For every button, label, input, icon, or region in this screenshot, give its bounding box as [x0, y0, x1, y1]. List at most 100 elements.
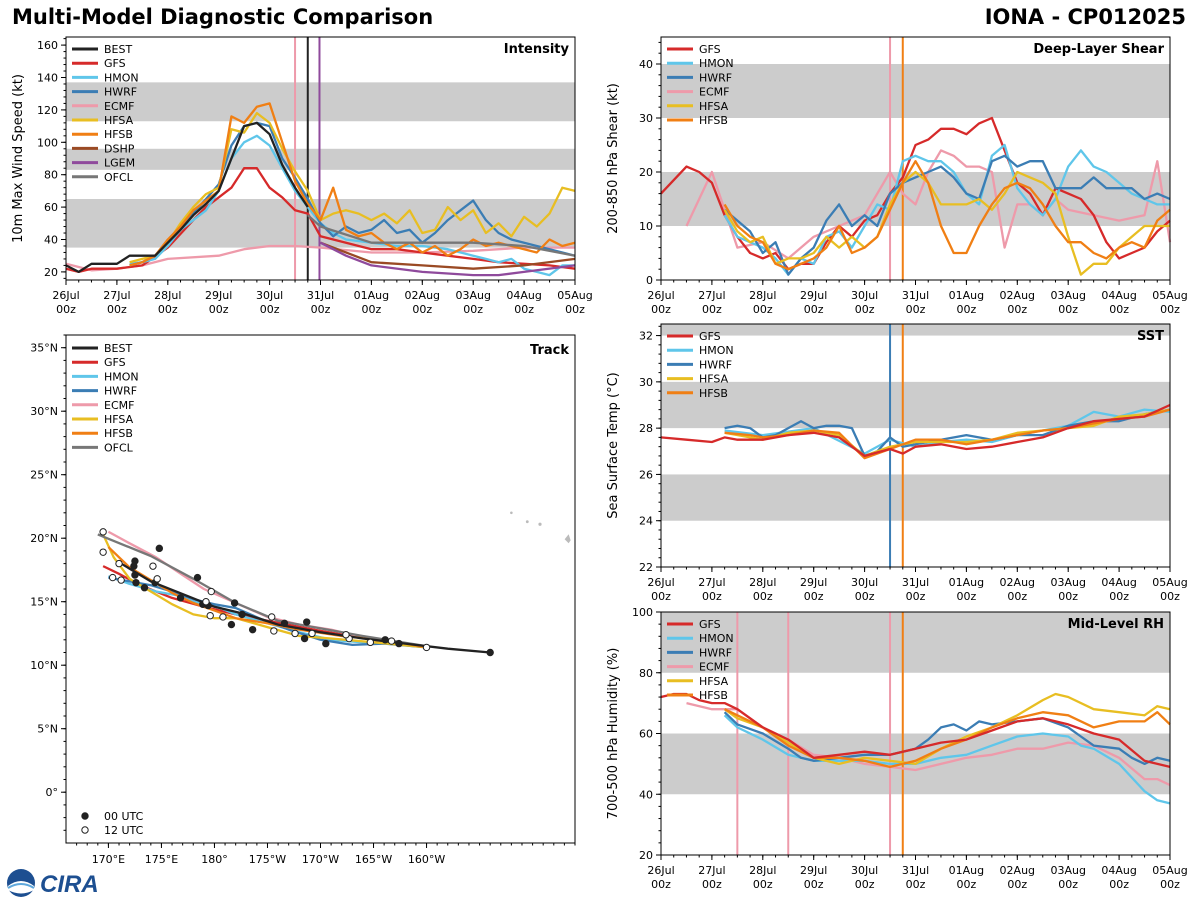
legend-label: HWRF — [699, 358, 732, 371]
track-dot-12utc — [270, 627, 278, 635]
legend-label: OFCL — [104, 441, 134, 454]
track-dot-00utc — [280, 619, 289, 627]
legend-label: HFSA — [699, 675, 729, 688]
x-tick-label: 29Jul — [800, 289, 827, 302]
legend-label: HFSB — [104, 128, 133, 141]
y-tick-label: 20 — [639, 166, 653, 179]
track-hfsb — [107, 546, 427, 649]
x-tick-label: 03Aug — [1050, 576, 1085, 589]
x-tick-label: 00z — [855, 303, 875, 316]
y-tick-label: 40 — [639, 58, 653, 71]
x-tick-label: 00z — [753, 878, 773, 891]
series-hfsa — [724, 408, 1171, 458]
y-tick-label: 40 — [44, 234, 58, 247]
shaded-band — [661, 474, 1170, 521]
x-tick-label: 175°W — [249, 853, 286, 866]
x-tick-label: 28Jul — [154, 289, 181, 302]
x-tick-label: 05Aug — [1152, 864, 1187, 877]
x-tick-label: 26Jul — [647, 864, 674, 877]
x-tick-label: 31Jul — [902, 576, 929, 589]
track-dot-00utc — [486, 648, 494, 657]
track-hwrf — [108, 576, 427, 649]
track-dot-12utc — [207, 587, 215, 596]
y-axis-label: 700-500 hPa Humidity (%) — [606, 648, 621, 820]
shaded-band — [66, 82, 575, 122]
x-tick-label: 00z — [906, 303, 926, 316]
legend-label: GFS — [699, 43, 721, 56]
x-tick-label: 03Aug — [455, 289, 490, 302]
y-axis-label: Sea Surface Temp (°C) — [606, 372, 621, 519]
x-tick-label: 00z — [906, 878, 926, 891]
x-tick-label: 00z — [804, 303, 824, 316]
track-hfsa — [102, 533, 427, 649]
x-tick-label: 26Jul — [647, 576, 674, 589]
track-dot-12utc — [387, 637, 396, 645]
track-dot-12utc — [291, 629, 299, 638]
y-tick-label: 15°N — [30, 596, 58, 609]
y-tick-label: 20 — [639, 849, 653, 862]
x-tick-label: 00z — [1007, 303, 1027, 316]
track-dot-00utc — [193, 573, 202, 582]
series-hwrf — [129, 121, 576, 267]
x-tick-label: 03Aug — [1050, 864, 1085, 877]
legend-label: LGEM — [104, 157, 135, 170]
series-hfsa — [129, 111, 576, 264]
y-axis-label: 10m Max Wind Speed (kt) — [11, 74, 26, 243]
x-tick-label: 26Jul — [52, 289, 79, 302]
track-dot-00utc — [227, 620, 236, 629]
legend-label: HFSA — [699, 373, 729, 386]
y-tick-label: 120 — [37, 104, 58, 117]
x-tick-label: 00z — [158, 303, 178, 316]
x-tick-label: 01Aug — [949, 576, 984, 589]
legend-label: HFSA — [699, 100, 729, 113]
track-dot-12utc — [268, 613, 276, 621]
x-tick-label: 05Aug — [1152, 289, 1187, 302]
x-tick-label: 04Aug — [1101, 864, 1136, 877]
series-lgem — [319, 241, 576, 277]
track-dot-12utc — [115, 559, 123, 568]
x-tick-label: 00z — [311, 303, 331, 316]
series-hfsb — [723, 160, 1171, 271]
legend-label: HWRF — [104, 86, 137, 99]
x-tick-label: 00z — [1109, 878, 1129, 891]
island-shape — [525, 520, 529, 524]
legend-label: HFSB — [699, 689, 728, 702]
shaded-band — [661, 324, 1170, 336]
x-tick-label: 00z — [1007, 878, 1027, 891]
series-ecmf — [685, 149, 1172, 260]
x-tick-label: 02Aug — [1000, 864, 1035, 877]
series-dshp — [320, 241, 576, 270]
series-gfs — [660, 692, 1171, 769]
y-tick-label: 5°N — [37, 723, 58, 736]
legend-label: DSHP — [104, 142, 135, 155]
x-tick-label: 04Aug — [1101, 576, 1136, 589]
track-dot-00utc — [230, 599, 239, 607]
page-title: Multi-Model Diagnostic Comparison — [12, 5, 434, 29]
x-tick-label: 00z — [651, 303, 671, 316]
series-hwrf — [723, 154, 1171, 276]
track-dot-12utc — [422, 643, 431, 652]
legend-label: HMON — [104, 71, 139, 84]
y-tick-label: 100 — [632, 606, 653, 619]
x-tick-label: 31Jul — [307, 289, 334, 302]
y-tick-label: 20°N — [30, 532, 58, 545]
track-dot-00utc — [381, 636, 389, 644]
panel-title: Track — [530, 343, 569, 358]
x-tick-label: 29Jul — [205, 289, 232, 302]
y-tick-label: 30 — [639, 376, 653, 389]
x-tick-label: 00z — [260, 303, 280, 316]
x-tick-label: 02Aug — [405, 289, 440, 302]
track-panel: 0° 5°N 10°N 15°N 20°N 25°N 30°N 35°N 170°E 175°E 1… — [30, 334, 576, 866]
track-dot-12utc — [202, 598, 210, 606]
dot-legend-marker — [81, 812, 89, 820]
x-tick-label: 02Aug — [1000, 289, 1035, 302]
x-tick-label: 00z — [1058, 590, 1078, 603]
track-dot-00utc — [238, 610, 246, 619]
x-tick-label: 00z — [565, 303, 585, 316]
series-hfsa — [723, 692, 1171, 766]
series-hfsb — [724, 708, 1171, 769]
legend-label: BEST — [104, 342, 132, 355]
x-tick-label: 27Jul — [698, 289, 725, 302]
track-dot-12utc — [342, 631, 350, 639]
x-tick-label: 00z — [56, 303, 76, 316]
